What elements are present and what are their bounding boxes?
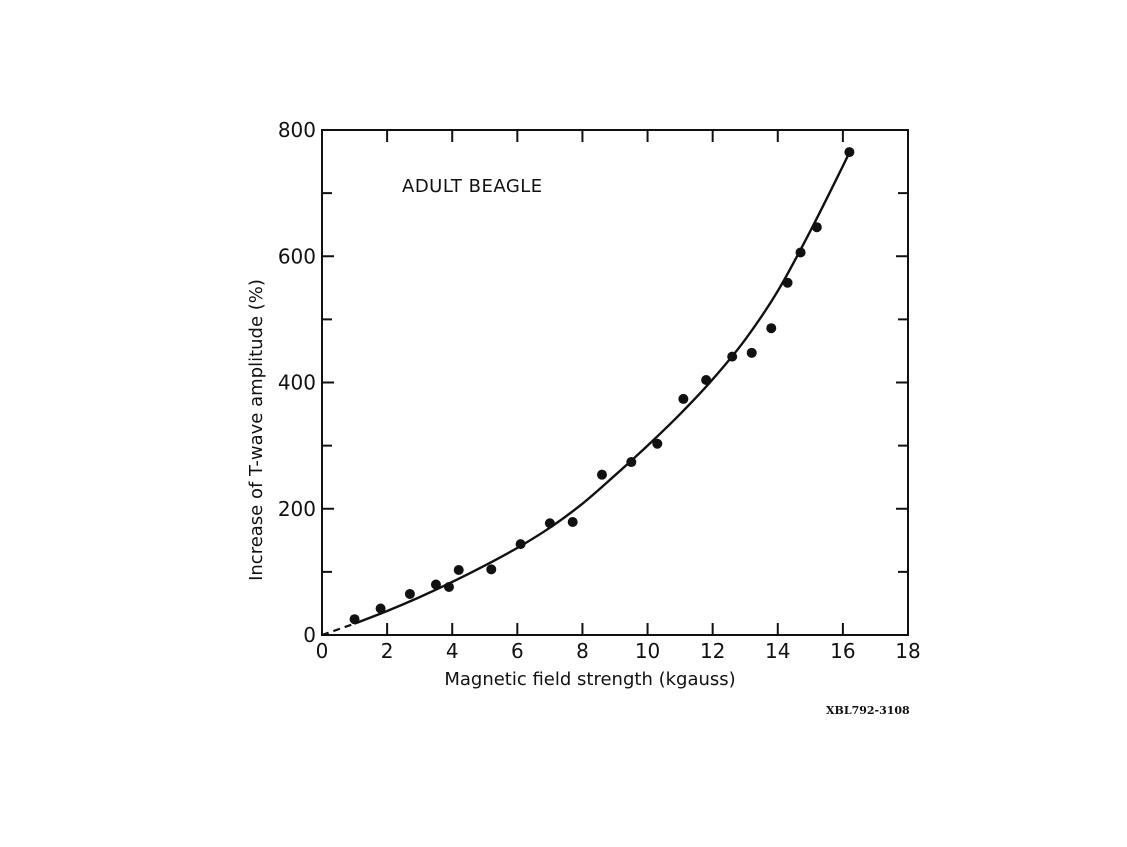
x-tick-label: 10	[635, 639, 660, 663]
x-tick-label: 14	[765, 639, 790, 663]
x-tick-label: 4	[446, 639, 459, 663]
data-point	[544, 518, 555, 529]
data-point	[811, 222, 822, 233]
data-points	[349, 147, 855, 625]
data-point	[443, 582, 454, 593]
data-point	[766, 323, 777, 334]
y-tick-label: 0	[303, 623, 316, 647]
data-point	[515, 539, 526, 550]
data-point	[782, 277, 793, 288]
data-point	[404, 588, 415, 599]
data-point	[678, 393, 689, 404]
data-point	[430, 579, 441, 590]
x-tick-label: 18	[895, 639, 920, 663]
data-point	[701, 374, 712, 385]
x-tick-label: 2	[381, 639, 394, 663]
x-tick-label: 6	[511, 639, 524, 663]
y-tick-label: 800	[278, 118, 316, 142]
chart-annotation: ADULT BEAGLE	[402, 176, 543, 197]
data-point	[795, 247, 806, 258]
x-axis-ticks: 0 2 4 6 8 10 12 14 16 18	[316, 130, 921, 663]
plot-frame	[321, 129, 909, 636]
fit-curve	[354, 151, 851, 625]
data-point	[596, 469, 607, 480]
data-point	[652, 438, 663, 449]
x-tick-label: 12	[700, 639, 725, 663]
data-point	[567, 517, 578, 528]
x-tick-label: 16	[830, 639, 855, 663]
y-tick-label: 200	[278, 497, 316, 521]
figure-code: XBL792-3108	[826, 704, 910, 717]
fit-curve-dashed	[321, 622, 355, 637]
x-axis-title: Magnetic field strength (kgauss)	[444, 669, 735, 690]
x-tick-label: 8	[576, 639, 589, 663]
data-point	[727, 351, 738, 362]
data-point	[375, 603, 386, 614]
data-point	[746, 347, 757, 358]
fit-curve-layer	[321, 151, 851, 637]
y-axis-title: Increase of T-wave amplitude (%)	[246, 279, 267, 581]
y-axis-ticks: 0 200 400 600 800	[278, 118, 908, 647]
data-point	[349, 614, 360, 625]
data-point	[626, 457, 637, 468]
y-tick-label: 400	[278, 371, 316, 395]
data-point	[453, 564, 464, 575]
x-tick-label: 0	[316, 639, 329, 663]
data-point	[486, 564, 497, 575]
y-tick-label: 600	[278, 244, 316, 268]
data-point	[844, 147, 855, 158]
